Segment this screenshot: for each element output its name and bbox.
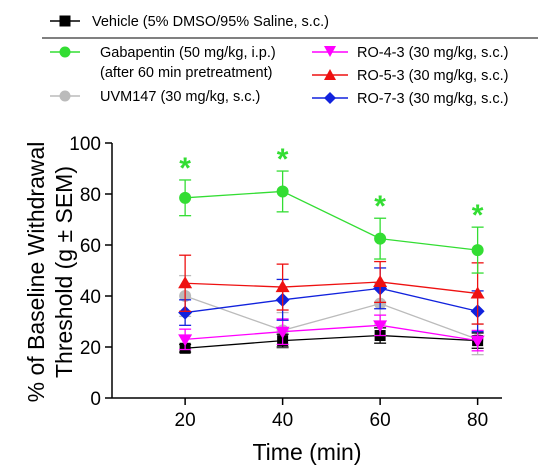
significance-star: *	[277, 143, 289, 176]
legend-label-line2: (after 60 min pretreatment)	[100, 65, 272, 81]
series	[178, 314, 485, 352]
legend-item-uvm147: UVM147 (30 mg/kg, s.c.)	[50, 89, 260, 105]
data-point	[373, 274, 388, 287]
legend-label: RO-7-3 (30 mg/kg, s.c.)	[357, 91, 508, 107]
axes: 0 20 40 60 80 100 20 40 60 80	[69, 134, 502, 431]
data-point	[178, 305, 193, 320]
series	[179, 327, 484, 354]
data-point	[275, 326, 290, 339]
data-point	[374, 232, 387, 245]
significance-star: *	[179, 152, 191, 185]
x-tick-label: 20	[175, 410, 196, 431]
y-tick-label: 20	[80, 338, 101, 359]
series	[178, 254, 485, 325]
series-line	[185, 324, 478, 342]
y-tick-label: 100	[69, 134, 101, 155]
data-point	[470, 286, 485, 299]
legend-item-vehicle: Vehicle (5% DMSO/95% Saline, s.c.)	[50, 14, 329, 30]
y-tick-label: 40	[80, 287, 101, 308]
series-line	[185, 281, 478, 295]
data-point	[178, 334, 193, 347]
data-point	[373, 320, 388, 333]
data-point	[276, 185, 289, 198]
series-line	[184, 295, 478, 340]
plot-area: * * * *	[178, 143, 485, 356]
y-axis-title-line1: % of Baseline Withdrawal	[23, 142, 49, 403]
data-point	[178, 276, 193, 289]
series-line	[185, 334, 478, 349]
series-line	[185, 287, 478, 314]
data-point	[470, 335, 485, 348]
y-tick-label: 80	[80, 185, 101, 206]
x-axis-title: Time (min)	[252, 439, 361, 465]
x-tick-label: 60	[370, 410, 391, 431]
data-point	[275, 280, 290, 293]
legend-label: Vehicle (5% DMSO/95% Saline, s.c.)	[92, 14, 329, 30]
legend: Vehicle (5% DMSO/95% Saline, s.c.) Gabap…	[42, 14, 538, 107]
data-point	[471, 244, 484, 257]
series-line	[185, 190, 478, 251]
y-tick-label: 60	[80, 236, 101, 257]
legend-item-ro-5-3: RO-5-3 (30 mg/kg, s.c.)	[312, 68, 508, 84]
legend-item-gabapentin: Gabapentin (50 mg/kg, i.p.) (after 60 mi…	[50, 45, 276, 81]
legend-item-ro-7-3: RO-7-3 (30 mg/kg, s.c.)	[312, 91, 508, 107]
significance-star: *	[374, 190, 386, 223]
legend-label: UVM147 (30 mg/kg, s.c.)	[100, 89, 260, 105]
x-tick-label: 80	[467, 410, 488, 431]
legend-label: RO-4-3 (30 mg/kg, s.c.)	[357, 45, 508, 61]
legend-item-ro-4-3: RO-4-3 (30 mg/kg, s.c.)	[312, 45, 508, 61]
data-point	[179, 191, 192, 204]
y-axis-title-line2: Threshold (g ± SEM)	[51, 166, 77, 378]
series	[178, 267, 485, 333]
series: * * * *	[179, 143, 484, 274]
series	[179, 274, 484, 356]
legend-label: Gabapentin (50 mg/kg, i.p.)	[100, 45, 276, 61]
significance-star: *	[472, 199, 484, 232]
x-tick-label: 40	[272, 410, 293, 431]
y-tick-label: 0	[90, 389, 101, 410]
legend-label: RO-5-3 (30 mg/kg, s.c.)	[357, 68, 508, 84]
